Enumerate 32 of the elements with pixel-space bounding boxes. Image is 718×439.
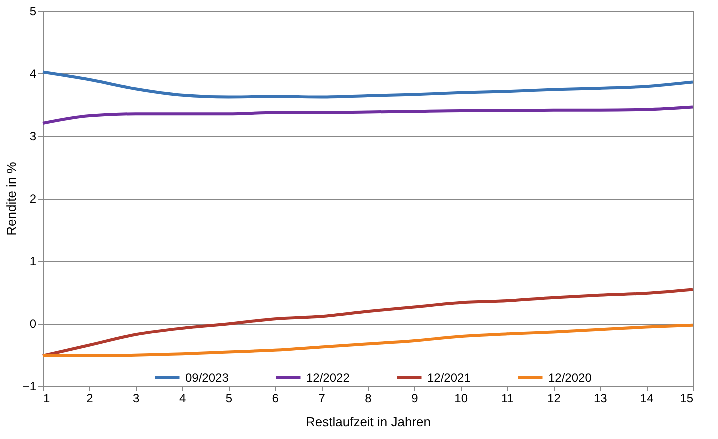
legend-label: 12/2021	[428, 371, 472, 385]
x-tick-label: 12	[548, 392, 562, 406]
x-tick-label: 4	[179, 392, 186, 406]
x-tick-label: 3	[133, 392, 140, 406]
x-axis-title: Restlaufzeit in Jahren	[306, 414, 432, 430]
legend-label: 12/2020	[548, 371, 592, 385]
x-tick-label: 15	[680, 392, 694, 406]
x-tick-label: 5	[226, 392, 233, 406]
y-tick-label: 1	[30, 254, 37, 268]
line-series	[42, 288, 694, 358]
y-tick-label: 2	[30, 192, 37, 206]
y-tick-label: 3	[30, 130, 37, 144]
x-tick-label: 10	[454, 392, 468, 406]
x-tick-label: 14	[640, 392, 654, 406]
x-tick-label: 13	[594, 392, 608, 406]
y-tick-label: 0	[30, 317, 37, 331]
line-series	[42, 106, 694, 125]
legend-label: 09/2023	[186, 371, 230, 385]
y-axis-title: Rendite in %	[4, 162, 19, 236]
x-tick-label: 8	[365, 392, 372, 406]
y-tick-label: 4	[30, 67, 37, 81]
x-tick-label: 6	[272, 392, 280, 406]
y-tick-label: 5	[30, 4, 37, 18]
x-tick-label: 11	[502, 392, 514, 406]
legend-label: 12/2022	[306, 371, 350, 385]
x-tick-label: 2	[86, 392, 94, 406]
x-tick-label: 9	[412, 392, 419, 406]
y-tick-label: −1	[22, 380, 37, 394]
x-tick-label: 1	[44, 392, 50, 406]
line-series	[42, 70, 694, 99]
x-tick-label: 7	[318, 392, 326, 406]
line-series	[42, 324, 694, 358]
